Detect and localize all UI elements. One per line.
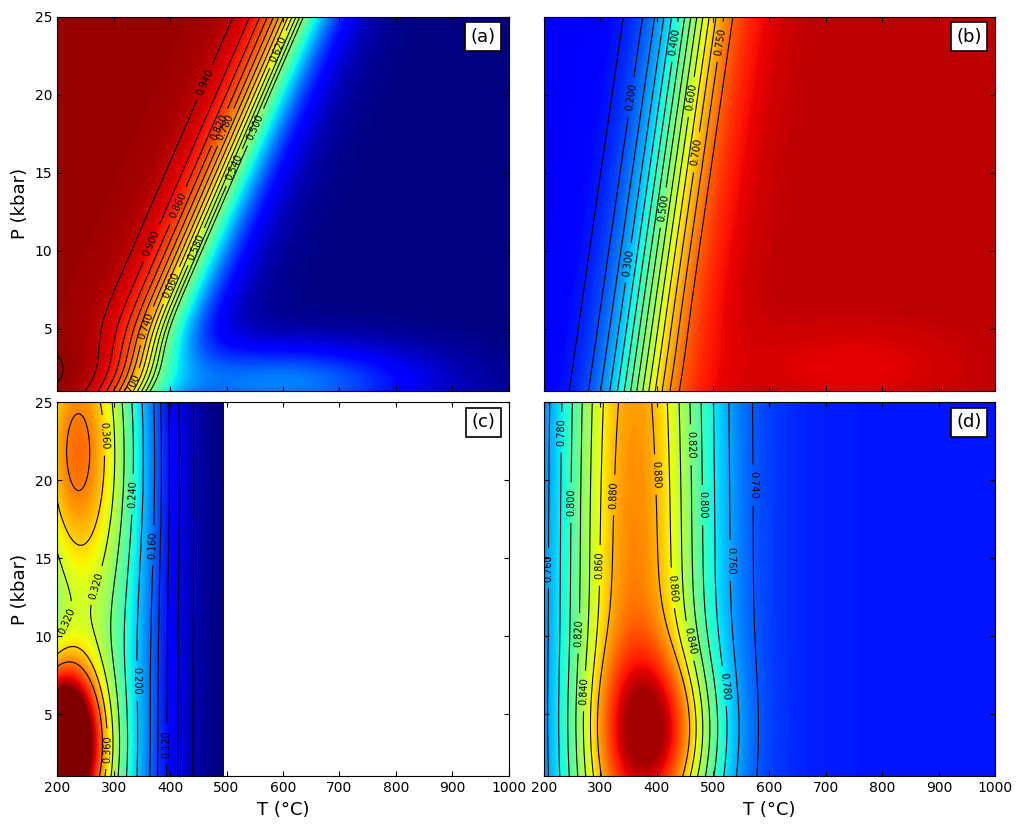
Text: 0.300: 0.300 bbox=[622, 248, 635, 277]
Text: 0.620: 0.620 bbox=[267, 35, 288, 64]
Text: 0.360: 0.360 bbox=[102, 735, 113, 763]
Text: (c): (c) bbox=[471, 413, 496, 432]
Text: 0.320: 0.320 bbox=[57, 606, 77, 635]
Text: 0.700: 0.700 bbox=[121, 372, 141, 402]
Text: 0.940: 0.940 bbox=[195, 67, 215, 96]
X-axis label: T (°C): T (°C) bbox=[743, 801, 796, 819]
Text: 0.660: 0.660 bbox=[161, 271, 181, 300]
Text: 0.580: 0.580 bbox=[186, 232, 206, 261]
Text: 0.500: 0.500 bbox=[246, 113, 265, 142]
Text: 0.860: 0.860 bbox=[595, 552, 605, 579]
Text: 0.820: 0.820 bbox=[209, 113, 229, 142]
Text: 0.500: 0.500 bbox=[656, 193, 670, 222]
Text: 0.800: 0.800 bbox=[697, 491, 708, 519]
Text: 0.840: 0.840 bbox=[579, 677, 590, 705]
Text: 0.860: 0.860 bbox=[667, 574, 679, 602]
Text: (a): (a) bbox=[470, 28, 496, 46]
Text: 0.780: 0.780 bbox=[718, 671, 731, 701]
Text: 0.200: 0.200 bbox=[132, 667, 142, 695]
Text: 0.880: 0.880 bbox=[650, 461, 660, 488]
Text: 0.760: 0.760 bbox=[725, 546, 735, 574]
Text: 0.860: 0.860 bbox=[168, 191, 188, 220]
Text: 0.880: 0.880 bbox=[608, 481, 620, 509]
Text: 0.120: 0.120 bbox=[162, 730, 172, 758]
Text: 0.740: 0.740 bbox=[748, 471, 758, 499]
Text: 0.320: 0.320 bbox=[88, 571, 105, 600]
Text: 0.750: 0.750 bbox=[713, 27, 727, 56]
Text: 0.240: 0.240 bbox=[127, 481, 138, 508]
X-axis label: T (°C): T (°C) bbox=[257, 801, 309, 819]
Text: 0.900: 0.900 bbox=[141, 228, 162, 257]
Text: (d): (d) bbox=[956, 413, 982, 432]
Text: 0.360: 0.360 bbox=[98, 422, 110, 449]
Text: 0.200: 0.200 bbox=[624, 83, 638, 111]
Text: 0.820: 0.820 bbox=[685, 431, 696, 459]
Text: 0.840: 0.840 bbox=[682, 627, 697, 655]
Text: 0.820: 0.820 bbox=[573, 619, 585, 647]
Text: 0.780: 0.780 bbox=[556, 418, 566, 446]
Text: 0.600: 0.600 bbox=[684, 83, 698, 111]
Text: (b): (b) bbox=[956, 28, 982, 46]
Text: 0.800: 0.800 bbox=[566, 489, 577, 516]
Text: 0.760: 0.760 bbox=[544, 554, 554, 582]
Text: 0.780: 0.780 bbox=[215, 113, 236, 142]
Y-axis label: P (kbar): P (kbar) bbox=[11, 554, 29, 625]
Text: 0.400: 0.400 bbox=[668, 27, 682, 56]
Y-axis label: P (kbar): P (kbar) bbox=[11, 168, 29, 239]
Text: 0.700: 0.700 bbox=[689, 138, 703, 167]
Text: 0.160: 0.160 bbox=[147, 531, 159, 559]
Text: 0.740: 0.740 bbox=[137, 311, 156, 340]
Text: 0.540: 0.540 bbox=[224, 153, 245, 182]
